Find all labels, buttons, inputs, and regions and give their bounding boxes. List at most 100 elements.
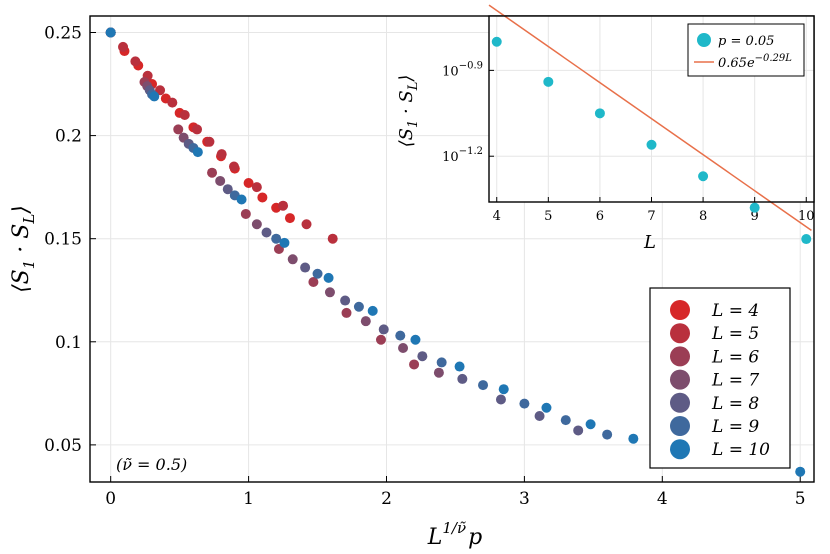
inset-y-tick-label: 10−1.2	[442, 146, 483, 165]
main-legend-items: L = 4 L = 5 L = 6 L = 7 L = 8 L = 9 L = 10	[670, 300, 770, 460]
inset-data-point	[491, 36, 502, 47]
legend-marker	[670, 323, 690, 344]
data-point	[130, 56, 141, 67]
data-point	[409, 359, 420, 370]
data-point	[236, 194, 247, 205]
inset-data-point	[594, 108, 605, 119]
legend-label: L = 5	[711, 324, 759, 344]
inset-x-tick-label: 5	[544, 209, 552, 224]
inset-data-point	[801, 234, 812, 245]
inset-legend-label-p: p = 0.05	[718, 34, 774, 49]
legend-marker	[670, 346, 690, 367]
main-x-axis-ticks: 0 1 2 3 4 5	[105, 476, 806, 509]
data-point	[312, 268, 323, 279]
data-point	[192, 147, 203, 158]
data-point	[573, 425, 584, 436]
inset-y-axis-ticks: 10−0.9 10−1.2	[442, 60, 494, 165]
data-point	[541, 402, 552, 413]
data-point	[173, 124, 184, 135]
data-point	[478, 380, 489, 391]
data-point	[378, 324, 389, 335]
data-point	[240, 208, 251, 219]
data-point	[105, 27, 116, 38]
main-x-tick-label: 4	[657, 489, 668, 509]
inset-data-point	[646, 139, 657, 150]
inset-legend-marker-p	[697, 33, 711, 47]
data-point	[457, 373, 468, 384]
data-point	[323, 272, 334, 283]
data-point	[410, 334, 421, 345]
main-x-tick-label: 2	[381, 489, 392, 509]
inset-data-point	[698, 171, 709, 182]
inset-legend-label-fit: 0.65e−0.29L	[718, 53, 792, 71]
data-point	[207, 167, 218, 178]
data-point	[251, 219, 262, 230]
data-point	[300, 262, 311, 273]
data-point	[585, 419, 596, 430]
data-point	[278, 200, 289, 211]
inset-x-tick-label: 9	[751, 209, 759, 224]
data-point	[251, 182, 262, 193]
data-point	[308, 276, 319, 287]
inset-fit-line	[488, 4, 812, 231]
data-point	[257, 192, 268, 203]
inset-x-axis-ticks: 4 5 6 7 8 9 10	[493, 197, 815, 224]
inset-x-tick-label: 6	[596, 209, 604, 224]
data-point	[436, 357, 447, 368]
legend-label: L = 7	[711, 371, 759, 391]
main-data-points	[105, 27, 806, 477]
main-y-axis-ticks: 0.05 0.1 0.15 0.2 0.25	[44, 23, 96, 456]
data-point	[454, 361, 465, 372]
data-point	[301, 219, 312, 230]
inset-x-tick-label: 4	[493, 209, 501, 224]
data-point	[628, 433, 639, 444]
data-point	[243, 178, 254, 189]
main-x-axis-label: L1/ν̃p	[427, 519, 482, 550]
data-point	[271, 233, 282, 244]
main-x-tick-label: 3	[519, 489, 530, 509]
main-y-tick-label: 0.15	[44, 230, 82, 250]
main-y-axis-label: ⟨S1 · SL⟩	[9, 205, 38, 293]
data-point	[149, 91, 160, 102]
data-point	[340, 295, 351, 306]
data-point	[204, 136, 215, 147]
legend-label: L = 4	[711, 301, 759, 321]
inset-plot: 4 5 6 7 8 9 10 10−0.9 10−1.2 L ⟨S1 · SL⟩ p = 0.…	[396, 4, 815, 253]
legend-label: L = 10	[711, 440, 770, 460]
data-point	[433, 367, 444, 378]
inset-data-point	[749, 202, 760, 213]
inset-x-tick-label: 10	[798, 209, 815, 224]
main-y-tick-label: 0.05	[44, 436, 82, 456]
legend-marker	[670, 416, 690, 436]
data-point	[395, 330, 406, 341]
main-x-tick-label: 5	[795, 489, 806, 509]
legend-label: L = 9	[711, 417, 759, 437]
data-point	[215, 175, 226, 186]
data-point	[167, 97, 178, 108]
inset-x-tick-label: 7	[647, 209, 655, 224]
data-point	[179, 109, 190, 120]
legend-marker	[670, 369, 690, 390]
legend-marker	[670, 392, 690, 413]
data-point	[216, 149, 227, 160]
inset-y-axis-label: ⟨S1 · SL⟩	[396, 75, 421, 148]
data-point	[417, 351, 428, 362]
legend-marker	[670, 300, 690, 320]
data-point	[602, 429, 613, 440]
legend-marker	[670, 439, 690, 460]
data-point	[367, 305, 378, 316]
main-legend: L = 4 L = 5 L = 6 L = 7 L = 8 L = 9 L = 10	[649, 287, 791, 469]
data-point	[560, 415, 571, 426]
data-point	[279, 237, 290, 248]
main-x-tick-label: 0	[105, 489, 116, 509]
main-plot-frame	[89, 15, 815, 483]
main-y-tick-label: 0.2	[55, 127, 82, 147]
main-y-tick-label: 0.1	[55, 333, 82, 353]
data-point	[398, 342, 409, 353]
data-point	[287, 254, 298, 265]
data-point	[324, 287, 335, 298]
data-point	[341, 307, 352, 318]
data-point	[327, 233, 338, 244]
data-point	[284, 213, 295, 224]
